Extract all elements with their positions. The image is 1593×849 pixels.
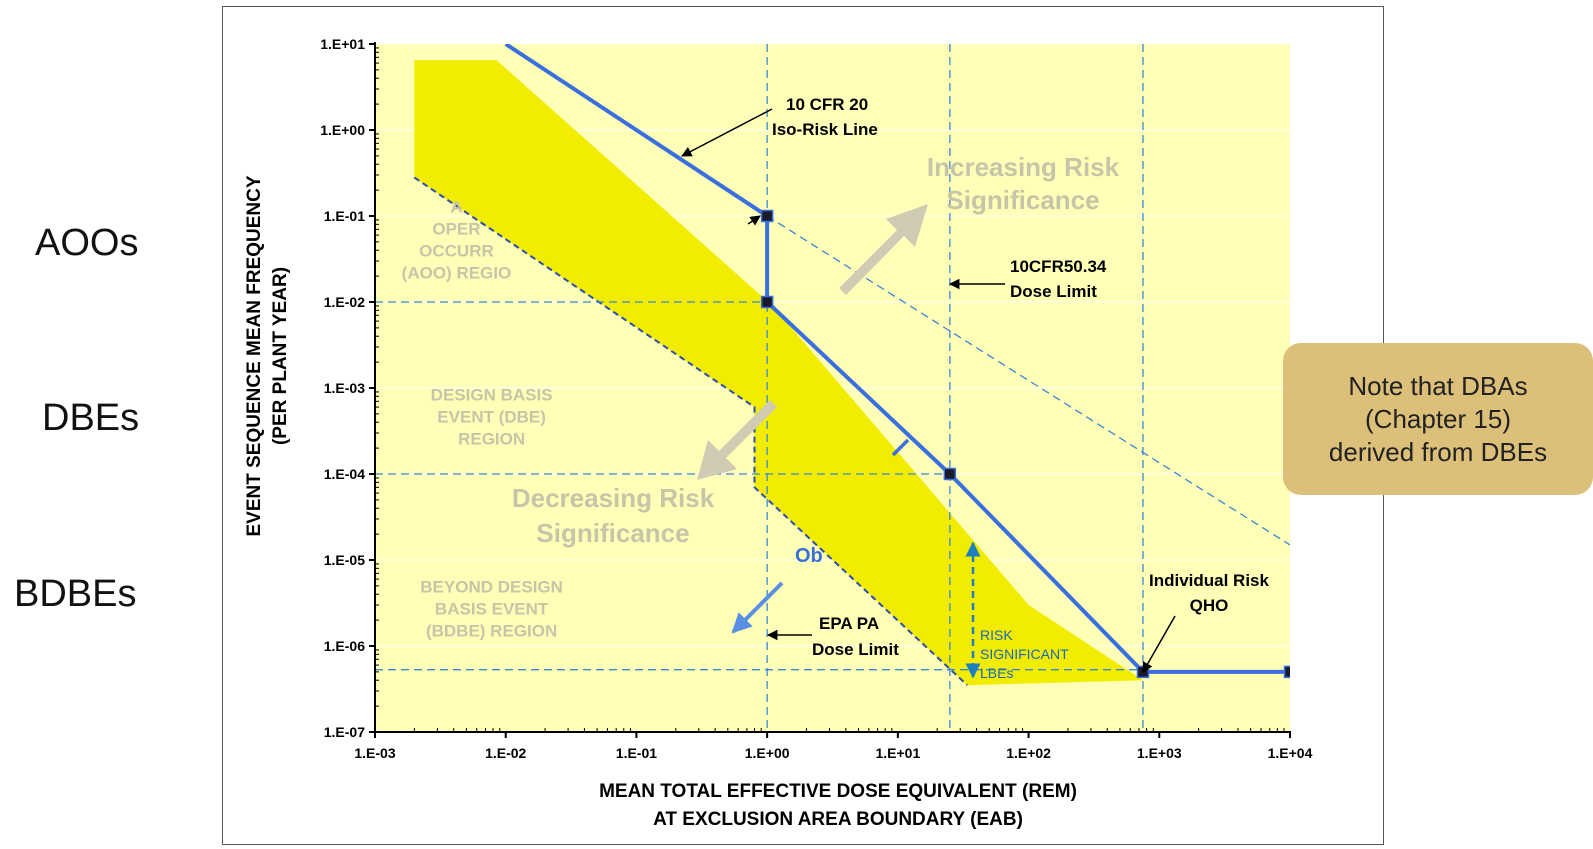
x-tick-label: 1.E+00 [745,745,790,761]
epa-pa-label-1: EPA PA [819,614,879,633]
y-tick-label: 1.E-04 [324,466,365,482]
risk-significant-text-3: LBEs [980,665,1013,681]
region-label-text: EVENT (DBE) [437,407,546,426]
side-label-dbes: DBEs [42,397,140,439]
y-tick-label: 1.E+00 [320,122,365,138]
yellow-band-group [413,60,1143,686]
series-marker [943,467,957,481]
increasing-risk-text-1: Increasing Risk [927,152,1120,182]
note-line-2: (Chapter 15) [1365,403,1511,434]
x-tick-label: 1.E+04 [1268,745,1313,761]
y-axis-title-2: (PER PLANT YEAR) [270,267,291,445]
note-line-1: Note that DBAs [1348,370,1528,401]
region-label-text: REGION [458,429,525,448]
decreasing-risk-text-2: Significance [536,518,689,548]
side-label-bdbes: BDBEs [14,573,137,615]
region-label-text: OCCURR [419,241,494,260]
region-label-text: (BDBE) REGION [426,621,557,640]
objective-partial-text: Ob [795,545,823,567]
x-axis-title-1: MEAN TOTAL EFFECTIVE DOSE EQUIVALENT (RE… [599,781,1077,802]
note-callout: Note that DBAs (Chapter 15) derived from… [1283,343,1593,495]
series-line-1 [504,44,769,218]
region-label-text: BASIS EVENT [435,599,549,618]
y-tick-label: 1.E-02 [324,294,365,310]
risk-significant-text-2: SIGNIFICANT [980,646,1069,662]
series-marker [760,295,774,309]
qho-pointer [1142,615,1176,673]
region-label-text: DESIGN BASIS [431,385,553,404]
dose-limit-5034-label-1: 10CFR50.34 [1010,257,1107,276]
series-marker [760,209,774,223]
iso-risk-label-2: Iso-Risk Line [772,120,878,139]
risk-significant-text-1: RISK [980,627,1013,643]
objective-arrow [731,581,784,634]
iso-risk-extension [766,215,1290,546]
yellow-band [414,60,1143,686]
region-label-text: BEYOND DESIGN [420,577,563,596]
increasing-risk-text-2: Significance [946,185,1099,215]
x-tick-label: 1.E-01 [616,745,657,761]
y-tick-label: 1.E-01 [324,208,365,224]
reference-lines [375,44,1290,732]
epa-pa-label-2: Dose Limit [812,640,899,659]
side-label-aoos: AOOs [35,222,139,264]
note-line-3: derived from DBEs [1328,436,1548,467]
band-lower-boundary [413,176,968,686]
x-tick-label: 1.E-03 [354,745,395,761]
x-tick-label: 1.E+02 [1006,745,1051,761]
blue-tick [891,438,910,457]
x-axis-title-2: AT EXCLUSION AREA BOUNDARY (EAB) [653,809,1023,830]
y-tick-label: 1.E-06 [324,638,365,654]
qho-label-1: Individual Risk [1149,571,1270,590]
x-tick-label: 1.E+03 [1137,745,1182,761]
x-tick-label: 1.E+01 [875,745,920,761]
iso-risk-pointer-2 [747,215,761,226]
iso-risk-pointer [681,108,773,157]
x-tick-label: 1.E-02 [485,745,526,761]
y-tick-label: 1.E+01 [320,36,365,52]
region-label-text: (AOO) REGIO [402,263,512,282]
region-label-text: A [450,197,462,216]
increasing-risk-arrow [839,204,928,295]
y-tick-label: 1.E-05 [324,552,365,568]
iso-risk-label-1: 10 CFR 20 [786,95,868,114]
decreasing-risk-text-1: Decreasing Risk [512,483,715,513]
region-labels: A OPER OCCURR (AOO) REGIO DESIGN BASIS EVENT … [402,197,563,640]
series-marker [1283,665,1290,679]
axes: 1.E+01 1.E+00 1.E-01 1.E-02 1.E-03 1.E-04 1.E-… [320,36,1312,761]
decreasing-risk-arrow [697,400,777,480]
dose-limit-5034-label-2: Dose Limit [1010,282,1097,301]
qho-label-2: QHO [1190,596,1229,615]
region-label-text: OPER [432,219,480,238]
y-tick-label: 1.E-03 [324,380,365,396]
series-group [504,44,1290,679]
y-axis-title-1: EVENT SEQUENCE MEAN FREQUENCY [244,175,265,536]
y-tick-label: 1.E-07 [324,724,365,740]
